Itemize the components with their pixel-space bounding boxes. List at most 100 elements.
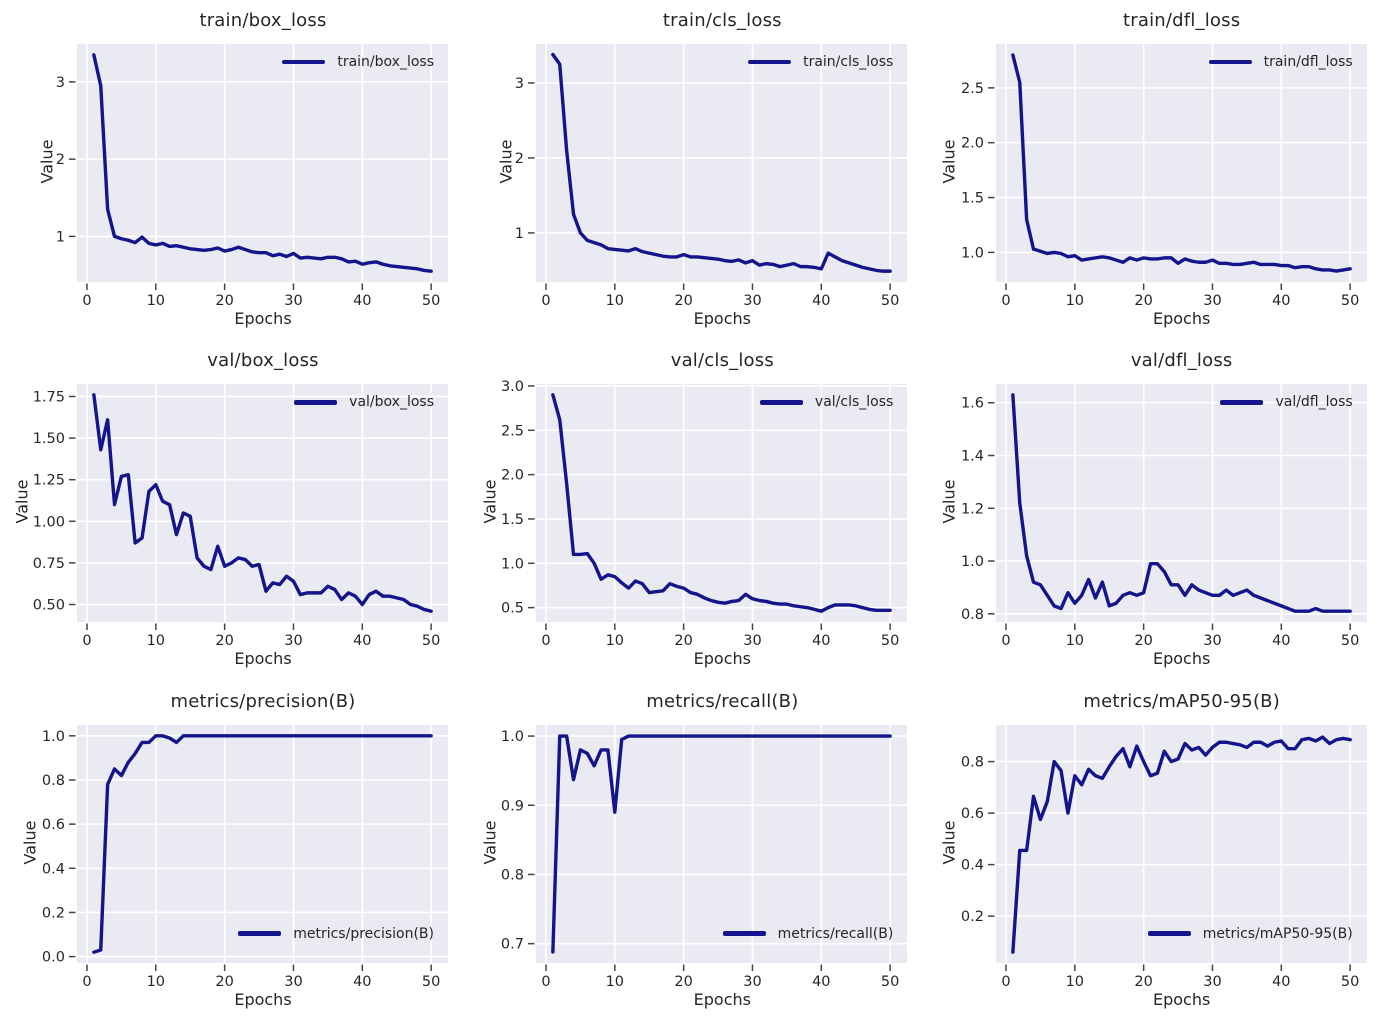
chart-legend: val/box_loss xyxy=(294,394,434,410)
chart-plot: 0 10 20 30 40 50 1 2 3 xyxy=(56,43,448,309)
x-tick-label: 20 xyxy=(215,633,233,649)
x-tick-label: 40 xyxy=(1272,633,1290,649)
chart-plot: 0 10 20 30 40 50 0.2 0.4 0.6 0.8 xyxy=(961,724,1367,990)
x-tick-label: 40 xyxy=(812,293,830,309)
x-tick-label: 50 xyxy=(422,974,440,990)
chart-title: val/cls_loss xyxy=(670,350,774,372)
chart-cell: 0 10 20 30 40 50 0.2 0.4 0.6 0.8 metrics/mAP50-95… xyxy=(919,681,1378,1021)
chart-plot: 0 10 20 30 40 50 0.50 0.75 1.00 1.25 1.50 1.75 xyxy=(33,384,448,649)
y-axis-label: Value xyxy=(939,139,959,184)
x-tick-label: 10 xyxy=(1065,633,1083,649)
plot-area xyxy=(995,384,1367,623)
legend-label: val/dfl_loss xyxy=(1275,394,1353,411)
x-tick-label: 20 xyxy=(1134,974,1152,990)
x-tick-label: 40 xyxy=(353,974,371,990)
chart-plot: 0 10 20 30 40 50 1 2 3 xyxy=(515,43,908,309)
y-tick-label: 1.25 xyxy=(33,473,65,489)
x-tick-label: 40 xyxy=(812,633,830,649)
plot-area xyxy=(536,384,908,623)
series-line xyxy=(1010,735,1352,954)
y-tick-label: 1.6 xyxy=(961,396,984,412)
x-tick-label: 0 xyxy=(1001,293,1010,309)
y-axis-label: Value xyxy=(939,479,959,524)
y-tick-label: 2.0 xyxy=(501,468,524,484)
x-tick-label: 30 xyxy=(1203,974,1221,990)
y-axis-label: Value xyxy=(37,139,57,184)
legend-label: train/cls_loss xyxy=(803,54,894,70)
y-tick-label: 1.5 xyxy=(501,512,524,528)
x-axis-label: Epochs xyxy=(1152,989,1211,1009)
plot-area xyxy=(76,43,448,282)
y-tick-label: 0.2 xyxy=(42,905,65,921)
y-tick-label: 3.0 xyxy=(501,379,524,395)
x-tick-label: 10 xyxy=(606,293,624,309)
x-tick-label: 40 xyxy=(812,974,830,990)
series-line xyxy=(551,52,893,273)
x-tick-label: 0 xyxy=(542,633,551,649)
y-tick-label: 3 xyxy=(56,75,65,91)
plot-area xyxy=(536,43,908,282)
x-tick-label: 10 xyxy=(147,974,165,990)
legend-line-swatch xyxy=(1220,400,1264,405)
chart-title: metrics/mAP50-95(B) xyxy=(1083,690,1280,712)
y-axis-label: Value xyxy=(480,820,500,865)
y-axis-label: Value xyxy=(20,820,40,865)
chart-cell: 0 10 20 30 40 50 1 2 3 train/box_loss Value Epoc… xyxy=(0,0,459,340)
x-tick-label: 40 xyxy=(1272,293,1290,309)
y-axis-label: Value xyxy=(12,479,32,524)
plot-area xyxy=(995,43,1367,282)
x-axis-label: Epochs xyxy=(693,649,751,669)
x-tick-label: 20 xyxy=(675,293,693,309)
x-tick-label: 0 xyxy=(1001,633,1010,649)
chart-legend: train/cls_loss xyxy=(748,54,893,70)
chart-cell: 0 10 20 30 40 50 0.5 1.0 1.5 2.0 2.5 3.0 val/cls_lo… xyxy=(459,340,918,680)
y-tick-label: 0.50 xyxy=(33,598,65,614)
x-axis-label: Epochs xyxy=(234,649,292,669)
x-tick-label: 40 xyxy=(1272,974,1290,990)
x-axis-label: Epochs xyxy=(1152,309,1211,328)
x-tick-label: 50 xyxy=(1341,293,1359,309)
chart-plot: 0 10 20 30 40 50 0.8 1.0 1.2 1.4 1.6 xyxy=(961,384,1367,649)
legend-label: metrics/mAP50-95(B) xyxy=(1202,925,1353,942)
y-tick-label: 1.50 xyxy=(33,431,65,447)
y-tick-label: 0.7 xyxy=(501,936,524,952)
y-tick-label: 2 xyxy=(515,151,524,167)
y-tick-label: 0.4 xyxy=(961,857,984,873)
chart-legend: metrics/mAP50-95(B) xyxy=(1147,925,1353,942)
series-line xyxy=(92,733,433,954)
chart-title: val/dfl_loss xyxy=(1130,350,1233,372)
chart-title: train/box_loss xyxy=(199,10,327,31)
x-tick-label: 10 xyxy=(606,974,624,990)
x-tick-label: 50 xyxy=(422,293,440,309)
chart-plot: 0 10 20 30 40 50 1.0 1.5 2.0 2.5 xyxy=(961,43,1367,309)
x-axis-label: Epochs xyxy=(234,989,292,1009)
legend-line-swatch xyxy=(1208,59,1252,65)
x-tick-label: 0 xyxy=(82,974,91,990)
plot-area xyxy=(76,724,448,963)
y-tick-label: 2 xyxy=(56,152,65,168)
x-tick-label: 0 xyxy=(82,633,91,649)
y-tick-label: 0.8 xyxy=(961,754,984,770)
chart-cell: 0 10 20 30 40 50 0.7 0.8 0.9 1.0 metrics/recall(B… xyxy=(459,681,918,1021)
legend-line-swatch xyxy=(759,400,803,405)
chart-plot: 0 10 20 30 40 50 0.5 1.0 1.5 2.0 2.5 3.0 xyxy=(501,379,908,649)
x-tick-label: 30 xyxy=(744,293,762,309)
x-tick-label: 20 xyxy=(1134,633,1152,649)
legend-line-swatch xyxy=(282,59,326,65)
x-tick-label: 50 xyxy=(1341,974,1359,990)
chart-cell: 0 10 20 30 40 50 1 2 3 train/cls_loss Value Epoc… xyxy=(459,0,918,340)
legend-line-swatch xyxy=(294,400,338,405)
x-tick-label: 50 xyxy=(881,633,899,649)
chart-title: train/dfl_loss xyxy=(1123,10,1241,31)
y-tick-label: 1.5 xyxy=(961,191,984,207)
y-tick-label: 1 xyxy=(515,226,524,242)
chart-cell: 0 10 20 30 40 50 1.0 1.5 2.0 2.5 train/dfl_loss V… xyxy=(919,0,1378,340)
x-tick-label: 10 xyxy=(147,293,165,309)
chart-title: metrics/precision(B) xyxy=(170,690,356,712)
y-tick-label: 0.8 xyxy=(42,773,65,789)
x-tick-label: 10 xyxy=(1065,974,1083,990)
chart-legend: metrics/precision(B) xyxy=(238,926,434,942)
x-tick-label: 40 xyxy=(353,633,371,649)
y-tick-label: 0.6 xyxy=(961,806,984,822)
